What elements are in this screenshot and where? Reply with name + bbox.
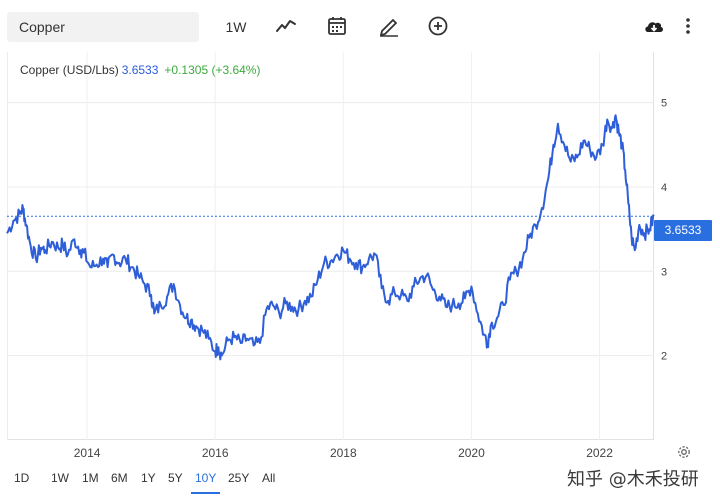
x-tick-label: 2014 [74,446,101,460]
calendar-icon[interactable] [325,14,349,38]
range-5y[interactable]: 5Y [168,471,183,485]
y-tick-label: 2 [661,351,667,363]
range-1y[interactable]: 1Y [141,471,156,485]
y-tick-label: 4 [661,182,667,194]
x-tick-label: 2018 [330,446,357,460]
plus-circle-icon[interactable] [426,14,450,38]
current-price-tag: 3.6533 [654,220,712,241]
cloud-download-icon[interactable] [642,14,666,38]
y-tick-label: 3 [661,266,667,278]
x-tick-label: 2020 [458,446,485,460]
more-vertical-icon[interactable] [680,14,696,38]
range-6m[interactable]: 6M [111,471,128,485]
range-1w[interactable]: 1W [51,471,69,485]
series-line-copper [6,114,655,361]
toolbar: Copper 1W [0,0,720,52]
chart-frame [7,52,654,440]
chart-legend: Copper (USD/Lbs) 3.6533 +0.1305 (+3.64%) [20,63,260,77]
legend-change: +0.1305 (+3.64%) [164,63,261,77]
x-tick-label: 2022 [586,446,613,460]
range-1m[interactable]: 1M [82,471,99,485]
interval-button[interactable]: 1W [225,19,247,35]
range-1d[interactable]: 1D [14,471,30,485]
x-tick-label: 2016 [202,446,229,460]
line-chart-icon[interactable] [274,14,298,38]
legend-symbol-name: Copper (USD/Lbs) [20,63,119,77]
range-all[interactable]: All [262,471,276,485]
pencil-icon[interactable] [377,14,401,38]
y-tick-label: 5 [661,98,667,110]
range-25y[interactable]: 25Y [228,471,250,485]
symbol-search-input[interactable]: Copper [7,12,199,42]
watermark: 知乎 @木禾投研 [567,469,699,490]
range-10y[interactable]: 10Y [190,468,221,494]
legend-price: 3.6533 [121,63,159,77]
gear-icon[interactable] [676,444,692,460]
